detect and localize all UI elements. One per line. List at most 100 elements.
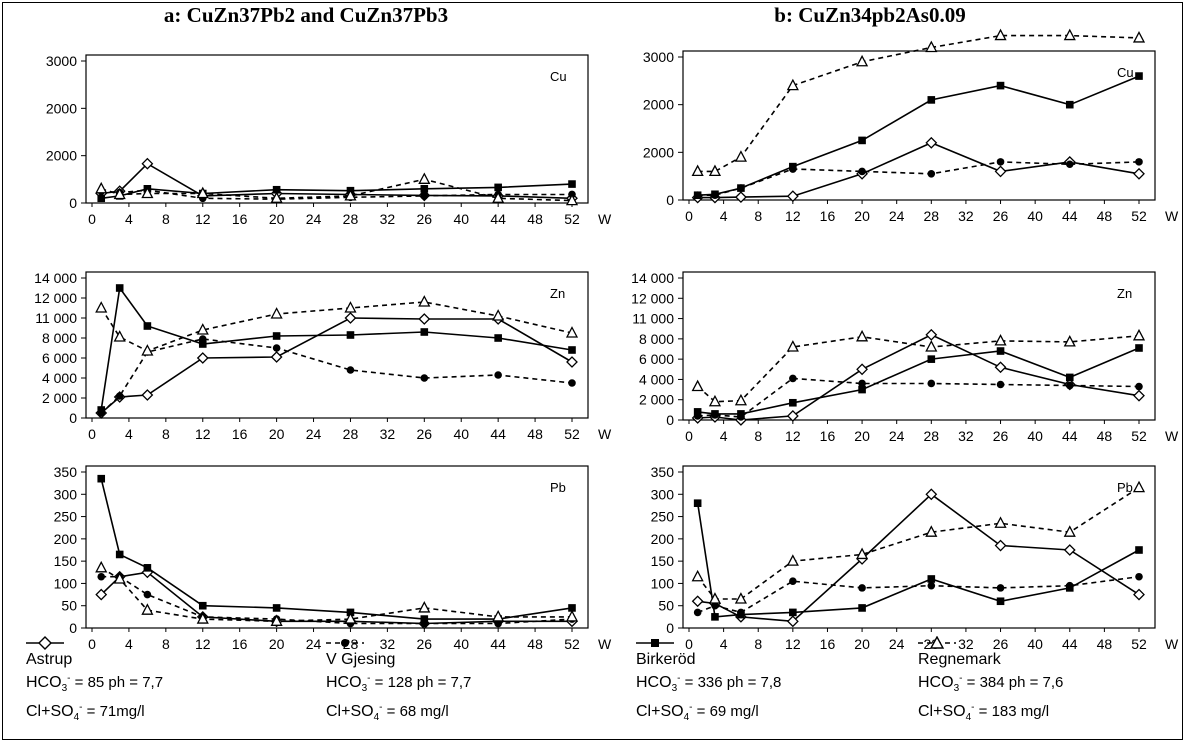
y-tick-label: 2000 bbox=[643, 97, 674, 113]
data-point bbox=[691, 569, 704, 582]
data-point bbox=[141, 344, 154, 356]
series-regnemark bbox=[691, 28, 1146, 177]
data-point bbox=[734, 150, 747, 162]
x-tick-label: 44 bbox=[1062, 428, 1078, 444]
y-tick-label: 3000 bbox=[643, 49, 674, 65]
x-tick-label: 52 bbox=[1131, 428, 1147, 444]
data-point bbox=[925, 488, 938, 501]
x-tick-label: 48 bbox=[1097, 208, 1113, 224]
data-point bbox=[344, 189, 357, 201]
series-line bbox=[697, 161, 1140, 196]
legend-hco3-v-gjesing: HCO3- = 128 ph = 7,7 bbox=[326, 673, 472, 694]
data-point bbox=[565, 193, 579, 206]
x-tick-label: 48 bbox=[527, 636, 543, 652]
data-point bbox=[711, 613, 719, 621]
data-point bbox=[143, 564, 152, 572]
data-point bbox=[856, 54, 869, 67]
y-tick-label: 2000 bbox=[46, 148, 77, 164]
x-tick-label: 0 bbox=[685, 636, 693, 652]
data-point bbox=[927, 96, 936, 104]
legend-cl-astrup: Cl+SO4- = 71mg/l bbox=[26, 702, 145, 723]
series-birkerod bbox=[693, 72, 1143, 200]
data-point bbox=[1133, 389, 1145, 402]
plot-frame bbox=[682, 50, 1156, 201]
x-tick-label: 12 bbox=[195, 426, 211, 442]
legend-cl-birkerod: Cl+SO4- = 69 mg/l bbox=[636, 702, 759, 723]
data-point bbox=[789, 374, 797, 383]
x-tick-label: 4 bbox=[720, 636, 728, 652]
data-point bbox=[1132, 328, 1146, 341]
x-tick-label: 16 bbox=[820, 636, 836, 652]
data-point bbox=[113, 572, 126, 584]
x-tick-label: 24 bbox=[889, 428, 905, 444]
series-astrup bbox=[691, 136, 1145, 204]
data-point bbox=[1065, 381, 1074, 390]
data-point bbox=[996, 584, 1005, 592]
legend-name-regnemark: Regnemark bbox=[918, 651, 1001, 668]
x-tick-label: 4 bbox=[125, 211, 133, 227]
x-tick-label: 40 bbox=[1027, 636, 1043, 652]
x-tick-label: 40 bbox=[1027, 428, 1043, 444]
x-tick-label: 20 bbox=[854, 636, 870, 652]
y-tick-label: 250 bbox=[651, 509, 675, 525]
data-point bbox=[95, 181, 108, 194]
y-tick-label: 14 000 bbox=[631, 270, 674, 286]
data-point bbox=[346, 331, 355, 339]
series-line bbox=[697, 141, 1140, 199]
data-point bbox=[856, 363, 868, 376]
series-birkerod bbox=[97, 474, 576, 623]
data-point bbox=[143, 590, 152, 599]
data-point bbox=[97, 194, 106, 203]
data-point bbox=[927, 169, 936, 178]
legend-astrup: Astrup HCO3- = 85 ph = 7,7 Cl+SO4- = 71m… bbox=[26, 636, 163, 727]
data-point bbox=[494, 371, 502, 379]
series-birkerod bbox=[693, 344, 1143, 418]
x-tick-label: 26 bbox=[993, 428, 1009, 444]
data-point bbox=[996, 158, 1005, 166]
x-tick-label: 20 bbox=[269, 426, 285, 442]
y-tick-label: 2000 bbox=[643, 144, 674, 160]
data-point bbox=[996, 380, 1005, 389]
y-tick-label: 100 bbox=[651, 575, 675, 591]
x-tick-label: 12 bbox=[195, 211, 211, 227]
data-point bbox=[1135, 546, 1143, 554]
y-tick-label: 11 000 bbox=[632, 311, 674, 327]
data-point bbox=[196, 323, 209, 335]
data-point bbox=[927, 355, 936, 363]
data-point bbox=[566, 356, 578, 368]
y-tick-label: 0 bbox=[666, 412, 674, 428]
x-tick-label: 8 bbox=[754, 636, 762, 652]
data-point bbox=[115, 550, 124, 559]
data-point bbox=[418, 295, 431, 307]
series-astrup bbox=[95, 312, 578, 419]
legend-symbol-birkerod bbox=[636, 636, 781, 650]
data-point bbox=[270, 307, 283, 319]
x-tick-label: 48 bbox=[527, 211, 543, 227]
y-tick-label: 4 000 bbox=[42, 370, 77, 386]
data-point bbox=[996, 347, 1005, 355]
x-tick-label: 28 bbox=[343, 211, 359, 227]
data-point bbox=[789, 162, 797, 171]
data-point bbox=[418, 313, 431, 325]
data-point bbox=[143, 322, 152, 330]
y-tick-label: 12 000 bbox=[34, 290, 77, 306]
data-point bbox=[568, 180, 576, 188]
x-tick-label: 24 bbox=[306, 636, 322, 652]
y-tick-label: 8 000 bbox=[42, 330, 77, 346]
data-point bbox=[856, 329, 869, 342]
data-point bbox=[420, 192, 429, 200]
x-tick-label: 26 bbox=[417, 211, 433, 227]
x-tick-label: 0 bbox=[685, 208, 693, 224]
y-tick-label: 350 bbox=[54, 464, 78, 480]
data-point bbox=[927, 575, 936, 583]
legend-hco3-astrup: HCO3- = 85 ph = 7,7 bbox=[26, 673, 164, 694]
data-point bbox=[95, 301, 108, 313]
x-tick-label: 32 bbox=[958, 636, 974, 652]
x-tick-label: 8 bbox=[754, 208, 762, 224]
data-point bbox=[994, 361, 1007, 374]
data-point bbox=[95, 588, 108, 601]
y-tick-label: 2 000 bbox=[639, 392, 674, 408]
x-tick-label: 28 bbox=[924, 428, 940, 444]
